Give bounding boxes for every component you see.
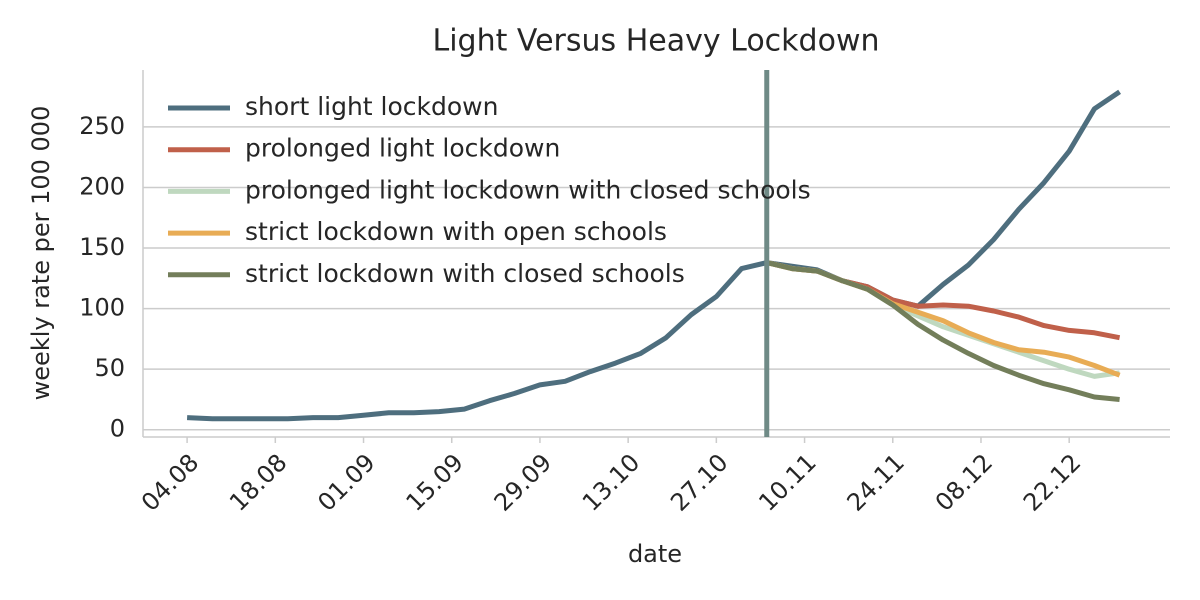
legend-label: prolonged light lockdown (245, 134, 560, 163)
x-tick-label: 18.08 (224, 448, 292, 516)
legend-label: prolonged light lockdown with closed sch… (245, 175, 811, 204)
y-tick-label: 0 (110, 415, 125, 443)
series-line (766, 260, 1121, 378)
x-tick-label: 10.11 (753, 448, 821, 516)
y-tick-label: 150 (79, 233, 125, 261)
y-axis-label: weekly rate per 100 000 (27, 106, 55, 401)
x-tick-label: 27.10 (665, 448, 733, 516)
x-tick-label: 29.09 (489, 448, 557, 516)
legend-label: strict lockdown with closed schools (245, 259, 685, 288)
y-tick-label: 250 (79, 112, 125, 140)
x-tick-label: 22.12 (1018, 448, 1086, 516)
legend-label: strict lockdown with open schools (245, 217, 667, 246)
x-tick-label: 24.11 (842, 448, 910, 516)
x-tick-label: 04.08 (136, 448, 204, 516)
y-tick-label: 200 (79, 172, 125, 200)
legend-label: short light lockdown (245, 92, 498, 121)
x-tick-label: 13.10 (577, 448, 645, 516)
x-axis-label: date (628, 540, 682, 568)
series-line (186, 89, 1121, 422)
x-tick-label: 08.12 (930, 448, 998, 516)
y-tick-label: 50 (94, 354, 125, 382)
chart-title: Light Versus Heavy Lockdown (433, 24, 880, 59)
y-tick-label: 100 (79, 294, 125, 322)
series-line (766, 260, 1120, 402)
x-tick-label: 01.09 (312, 448, 380, 516)
x-tick-label: 15.09 (401, 448, 469, 516)
